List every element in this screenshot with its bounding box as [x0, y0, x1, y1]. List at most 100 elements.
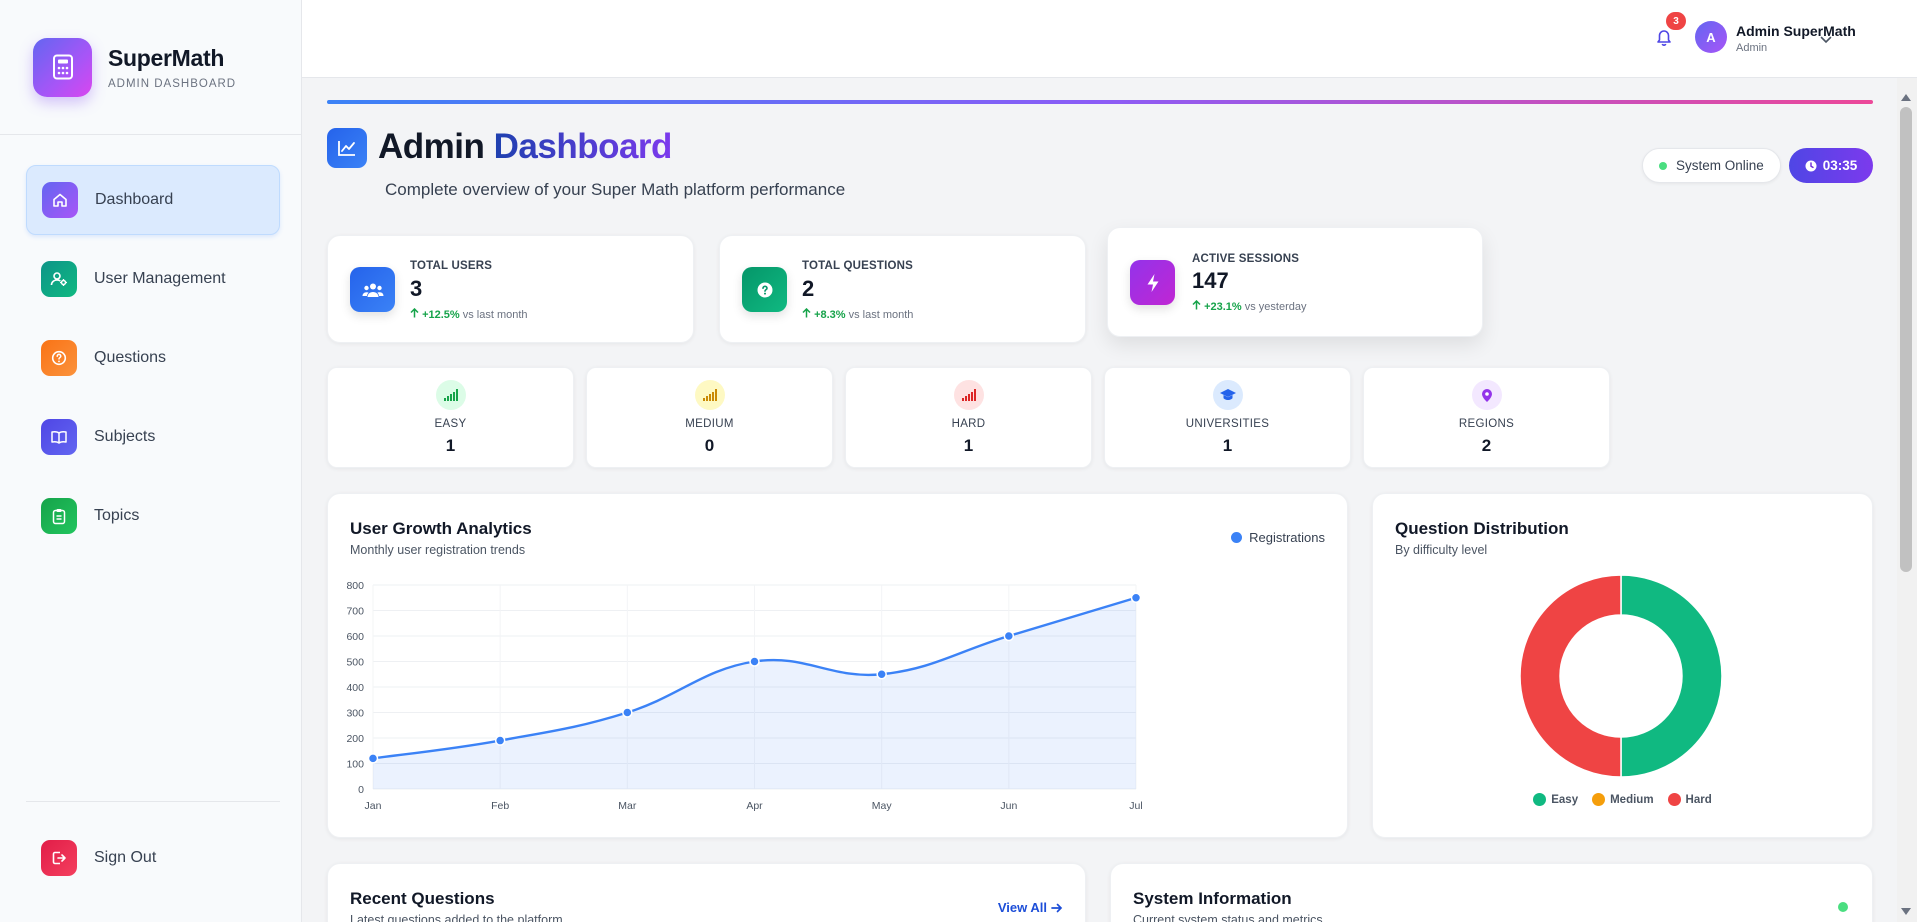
top-bar: 3 A Admin SuperMath Admin — [302, 0, 1917, 78]
sidebar-item-label: Topics — [94, 507, 140, 524]
mini-value: 1 — [445, 436, 456, 455]
legend-marker — [1533, 793, 1547, 806]
sidebar: SuperMath ADMIN DASHBOARD Dashboard User… — [0, 0, 302, 922]
trend-chart-icon — [327, 128, 367, 168]
accent-bar — [327, 100, 1873, 104]
stat-value: 3 — [410, 276, 423, 301]
mini-card-universities: UNIVERSITIES 1 — [1104, 367, 1351, 468]
brand-subtitle: ADMIN DASHBOARD — [108, 77, 237, 90]
sidebar-divider — [26, 801, 280, 802]
data-point — [876, 669, 887, 680]
sidebar-item-user-management[interactable]: User Management — [26, 244, 280, 314]
sidebar-item-questions[interactable]: Questions — [26, 323, 280, 393]
y-tick-label: 300 — [346, 708, 364, 720]
legend-item-hard[interactable]: Hard — [1667, 793, 1712, 806]
stat-trend-value: +23.1% — [1204, 301, 1242, 313]
y-tick-label: 800 — [346, 580, 364, 592]
clock-time: 03:35 — [1822, 158, 1858, 173]
scrollbar-thumb[interactable] — [1900, 107, 1912, 572]
stat-card-active-sessions: ACTIVE SESSIONS 147 +23.1% vs yesterday — [1107, 227, 1483, 337]
system-status-pill: System Online — [1642, 148, 1781, 183]
y-tick-label: 600 — [346, 631, 364, 643]
bell-icon[interactable] — [1652, 26, 1676, 50]
y-tick-label: 500 — [346, 657, 364, 669]
avatar[interactable]: A — [1695, 21, 1727, 53]
donut-chart — [1519, 574, 1723, 778]
line-chart: 0 100 200 300 400 500 600 700 800 Jan Feb Mar Apr May… — [346, 580, 1142, 812]
data-point — [1003, 630, 1015, 642]
bolt-icon — [1130, 260, 1175, 305]
data-point — [1130, 592, 1142, 603]
clock-icon — [1805, 160, 1817, 171]
stat-trend-value: +12.5% — [422, 309, 460, 321]
donut-slice-easy[interactable] — [1620, 574, 1723, 778]
clock-pill: 03:35 — [1789, 148, 1873, 183]
status-dot — [1659, 161, 1667, 170]
sidebar-item-dashboard[interactable]: Dashboard — [26, 165, 280, 235]
legend-marker — [1231, 532, 1243, 543]
signal-icon — [695, 380, 725, 410]
stat-trend: +12.5% vs last month — [410, 307, 528, 321]
stat-trend-value: +8.3% — [814, 309, 846, 321]
mini-card-medium: MEDIUM 0 — [586, 367, 833, 468]
y-tick-label: 100 — [346, 759, 364, 771]
stat-label: TOTAL QUESTIONS — [802, 260, 913, 272]
legend-label: Hard — [1685, 793, 1712, 806]
sidebar-item-label: Questions — [94, 349, 167, 366]
signal-icon — [436, 380, 466, 410]
mini-label: UNIVERSITIES — [1185, 418, 1270, 430]
scroll-down-arrow-icon[interactable] — [1901, 902, 1911, 920]
panel-subtitle: Monthly user registration trends — [350, 543, 526, 557]
legend-label: Medium — [1610, 793, 1654, 806]
x-tick-label: Jul — [1129, 800, 1142, 812]
legend-item-easy[interactable]: Easy — [1533, 793, 1578, 806]
series-area — [373, 597, 1136, 789]
data-point — [749, 656, 760, 667]
user-role: Admin — [1736, 42, 1768, 54]
logout-icon — [41, 840, 77, 876]
x-tick-label: Mar — [618, 800, 637, 812]
notification-badge: 3 — [1666, 12, 1686, 30]
question-distribution-panel: Question Distribution By difficulty leve… — [1372, 493, 1873, 838]
sidebar-item-topics[interactable]: Topics — [26, 481, 280, 551]
mini-label: REGIONS — [1458, 418, 1515, 430]
legend-label: Easy — [1551, 793, 1579, 806]
sidebar-item-subjects[interactable]: Subjects — [26, 402, 280, 472]
data-point — [494, 735, 506, 746]
x-tick-label: Jan — [365, 800, 382, 812]
data-point — [622, 707, 633, 718]
scroll-up-arrow-icon[interactable] — [1901, 88, 1911, 106]
view-all-link[interactable]: View All — [998, 900, 1063, 915]
graduation-cap-icon — [1213, 380, 1243, 410]
data-point — [367, 753, 379, 764]
mini-value: 1 — [963, 436, 974, 455]
panel-title: Recent Questions — [350, 889, 495, 908]
map-pin-icon — [1472, 380, 1502, 410]
donut-slice-hard[interactable] — [1519, 574, 1622, 778]
arrow-up-icon — [410, 307, 419, 318]
stat-trend: +8.3% vs last month — [802, 307, 913, 321]
question-icon — [742, 267, 787, 312]
stat-trend-note: vs yesterday — [1244, 301, 1307, 313]
stat-trend-note: vs last month — [462, 309, 528, 321]
legend-marker — [1667, 793, 1681, 806]
legend-item-medium[interactable]: Medium — [1592, 793, 1654, 806]
system-status-dot — [1838, 902, 1848, 912]
mini-card-easy: EASY 1 — [327, 367, 574, 468]
panel-title: Question Distribution — [1395, 519, 1569, 538]
stat-value: 147 — [1192, 268, 1229, 293]
mini-label: EASY — [434, 418, 467, 430]
sidebar-nav: Dashboard User Management Questions Subj… — [26, 165, 280, 560]
sidebar-item-label: User Management — [94, 270, 226, 287]
user-cog-icon — [41, 261, 77, 297]
legend-marker — [1592, 793, 1606, 806]
chevron-down-icon[interactable] — [1820, 31, 1832, 49]
stat-card-total-users: TOTAL USERS 3 +12.5% vs last month — [327, 235, 694, 343]
panel-subtitle: By difficulty level — [1395, 543, 1488, 557]
system-information-panel: System Information Current system status… — [1110, 863, 1873, 922]
arrow-up-icon — [802, 307, 811, 318]
sign-out-button[interactable]: Sign Out — [26, 823, 280, 893]
clipboard-icon — [41, 498, 77, 534]
y-tick-label: 0 — [358, 784, 364, 796]
user-name[interactable]: Admin SuperMath — [1736, 23, 1856, 39]
